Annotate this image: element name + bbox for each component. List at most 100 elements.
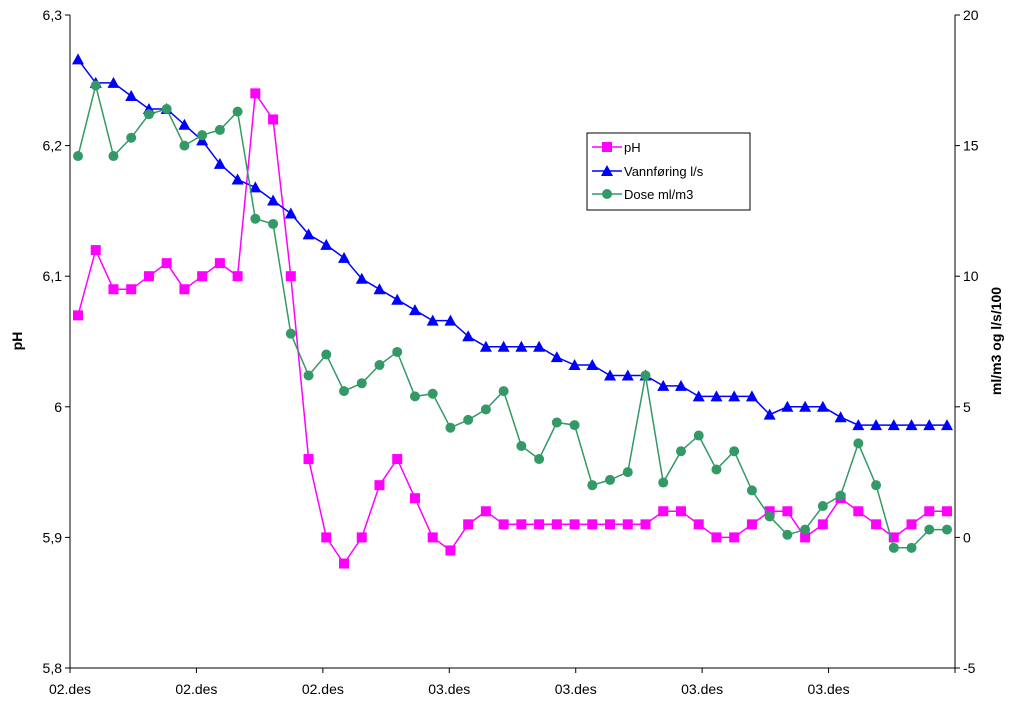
- series-line: [77, 58, 947, 426]
- legend-item-dose: Dose ml/m3: [592, 187, 693, 202]
- data-point-circle: [906, 542, 917, 553]
- data-point-square: [445, 545, 456, 556]
- data-point-circle: [321, 349, 332, 360]
- data-point-circle: [374, 360, 385, 371]
- data-point-triangle: [267, 194, 280, 206]
- data-point-triangle: [462, 330, 475, 342]
- data-point-square: [73, 310, 83, 321]
- data-point-square: [569, 519, 580, 530]
- data-point-circle: [551, 417, 562, 428]
- legend-item-vannforing: Vannføring l/s: [592, 164, 704, 179]
- data-point-square: [942, 506, 952, 517]
- data-point-triangle: [213, 157, 226, 169]
- data-point-triangle: [497, 340, 510, 352]
- data-point-triangle: [125, 89, 138, 101]
- data-point-triangle: [621, 369, 634, 381]
- data-point-triangle: [479, 340, 492, 352]
- data-point-circle: [942, 524, 952, 535]
- data-point-triangle: [781, 400, 794, 412]
- data-point-square: [392, 454, 403, 465]
- data-point-circle: [268, 218, 279, 229]
- data-point-triangle: [408, 304, 421, 316]
- data-point-circle: [658, 477, 669, 488]
- data-point-circle: [427, 388, 438, 399]
- data-point-triangle: [373, 283, 386, 295]
- legend-marker-circle: [602, 189, 612, 199]
- data-point-triangle: [923, 419, 936, 431]
- data-point-circle: [516, 440, 527, 451]
- x-tick-label: 03.des: [808, 681, 850, 697]
- data-point-triangle: [745, 390, 758, 402]
- legend-marker-triangle: [601, 165, 613, 176]
- data-point-square: [675, 506, 686, 517]
- right-axis-title: ml/m3 og l/s/100: [988, 287, 1004, 395]
- data-point-triangle: [763, 408, 776, 420]
- data-point-triangle: [391, 293, 404, 305]
- x-tick-label: 03.des: [681, 681, 723, 697]
- data-point-triangle: [568, 359, 581, 371]
- data-point-triangle: [355, 272, 368, 284]
- right-tick-label: 10: [963, 268, 979, 284]
- data-point-square: [268, 114, 279, 125]
- data-point-square: [179, 284, 190, 295]
- left-tick-label: 5,8: [43, 660, 63, 676]
- data-point-circle: [161, 104, 172, 115]
- right-tick-label: 20: [963, 7, 979, 23]
- data-point-square: [126, 284, 137, 295]
- data-point-triangle: [586, 359, 599, 371]
- x-tick-label: 03.des: [555, 681, 597, 697]
- data-point-triangle: [444, 314, 457, 326]
- data-point-square: [764, 506, 775, 517]
- data-point-square: [161, 258, 172, 269]
- legend-label-ph: pH: [624, 140, 641, 155]
- data-point-triangle: [799, 400, 812, 412]
- data-point-square: [746, 519, 757, 530]
- data-point-square: [551, 519, 562, 530]
- data-point-square: [534, 519, 545, 530]
- data-point-circle: [392, 346, 403, 357]
- data-point-square: [888, 532, 899, 543]
- data-point-square: [817, 519, 828, 530]
- x-tick-label: 02.des: [302, 681, 344, 697]
- data-point-circle: [463, 414, 474, 425]
- x-tick-label: 03.des: [428, 681, 470, 697]
- data-point-circle: [356, 378, 367, 389]
- series-line: [77, 91, 947, 565]
- data-point-circle: [924, 524, 935, 535]
- data-point-square: [853, 506, 864, 517]
- data-point-circle: [250, 213, 261, 224]
- data-point-triangle: [816, 400, 829, 412]
- data-point-circle: [764, 511, 775, 522]
- data-point-triangle: [284, 207, 297, 219]
- data-point-circle: [339, 386, 350, 397]
- data-point-circle: [534, 454, 545, 465]
- data-point-square: [285, 271, 296, 282]
- data-point-triangle: [657, 379, 670, 391]
- legend-marker-square: [602, 142, 612, 152]
- data-point-square: [800, 532, 811, 543]
- data-point-square: [197, 271, 208, 282]
- data-point-triangle: [870, 419, 883, 431]
- data-point-triangle: [550, 351, 563, 363]
- data-point-triangle: [302, 228, 315, 240]
- data-point-triangle: [515, 340, 528, 352]
- data-point-triangle: [338, 251, 351, 263]
- data-point-square: [321, 532, 332, 543]
- data-point-square: [250, 88, 261, 99]
- data-point-triangle: [728, 390, 741, 402]
- data-point-triangle: [905, 419, 918, 431]
- data-point-square: [711, 532, 722, 543]
- data-point-square: [622, 519, 633, 530]
- data-point-square: [605, 519, 616, 530]
- right-tick-label: -5: [963, 660, 976, 676]
- data-point-triangle: [107, 76, 120, 88]
- data-point-circle: [73, 151, 83, 162]
- series-0: [73, 88, 952, 569]
- left-y-ticks: 6,3 6,2 6,1 6 5,9 5,8: [43, 7, 70, 676]
- data-point-square: [409, 493, 420, 504]
- data-point-square: [729, 532, 740, 543]
- data-point-circle: [605, 474, 616, 485]
- data-point-circle: [693, 430, 704, 441]
- data-point-circle: [729, 446, 740, 457]
